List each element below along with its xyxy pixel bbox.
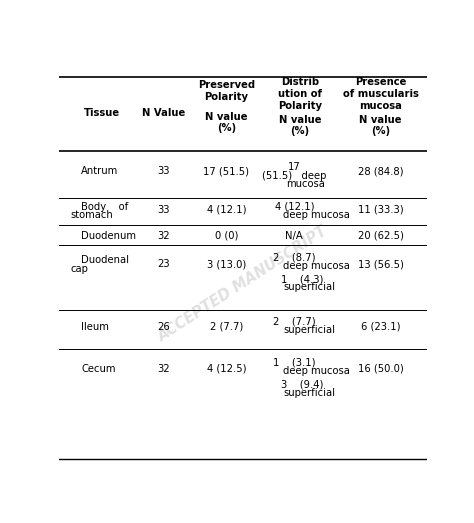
Text: 6 (23.1): 6 (23.1) bbox=[361, 322, 401, 332]
Text: (51.5)   deep: (51.5) deep bbox=[262, 172, 327, 181]
Text: 33: 33 bbox=[158, 166, 170, 176]
Text: N value: N value bbox=[205, 112, 247, 122]
Text: 4 (12.1): 4 (12.1) bbox=[274, 201, 314, 211]
Text: 26: 26 bbox=[157, 322, 170, 332]
Text: stomach: stomach bbox=[70, 210, 113, 220]
Text: superficial: superficial bbox=[283, 388, 335, 398]
Text: 11 (33.3): 11 (33.3) bbox=[358, 204, 403, 215]
Text: 17 (51.5): 17 (51.5) bbox=[203, 166, 249, 176]
Text: superficial: superficial bbox=[283, 325, 335, 335]
Text: 33: 33 bbox=[158, 204, 170, 215]
Text: deep mucosa: deep mucosa bbox=[283, 261, 350, 271]
Text: N/A: N/A bbox=[285, 231, 303, 241]
Text: Body    of: Body of bbox=[82, 201, 128, 211]
Text: N value: N value bbox=[359, 116, 402, 126]
Text: 3 (13.0): 3 (13.0) bbox=[207, 259, 246, 269]
Text: 28 (84.8): 28 (84.8) bbox=[358, 166, 403, 176]
Text: N value: N value bbox=[279, 116, 321, 126]
Text: Duodenum: Duodenum bbox=[82, 231, 137, 241]
Text: N Value: N Value bbox=[142, 108, 185, 118]
Text: 2    (8.7): 2 (8.7) bbox=[273, 253, 316, 263]
Text: 20 (62.5): 20 (62.5) bbox=[358, 231, 404, 241]
Text: Presence: Presence bbox=[355, 77, 406, 87]
Text: Ileum: Ileum bbox=[82, 322, 109, 332]
Text: Duodenal: Duodenal bbox=[82, 255, 129, 265]
Text: mucosa: mucosa bbox=[286, 179, 325, 189]
Text: Antrum: Antrum bbox=[82, 166, 118, 176]
Text: deep mucosa: deep mucosa bbox=[283, 366, 350, 376]
Text: 2    (7.7): 2 (7.7) bbox=[273, 316, 316, 326]
Text: (%): (%) bbox=[290, 126, 310, 136]
Text: 3    (9.4): 3 (9.4) bbox=[281, 380, 323, 390]
Text: Tissue: Tissue bbox=[83, 108, 119, 118]
Text: 32: 32 bbox=[158, 231, 170, 241]
Text: cap: cap bbox=[70, 264, 88, 274]
Text: ution of: ution of bbox=[278, 89, 322, 99]
Text: Polarity: Polarity bbox=[204, 92, 248, 102]
Text: of muscularis: of muscularis bbox=[343, 89, 419, 99]
Text: 4 (12.5): 4 (12.5) bbox=[207, 364, 246, 374]
Text: superficial: superficial bbox=[283, 282, 335, 292]
Text: 17: 17 bbox=[288, 163, 301, 173]
Text: 1    (4.3): 1 (4.3) bbox=[281, 274, 323, 284]
Text: 13 (56.5): 13 (56.5) bbox=[358, 259, 404, 269]
Text: 23: 23 bbox=[158, 259, 170, 269]
Text: 32: 32 bbox=[158, 364, 170, 374]
Text: Preserved: Preserved bbox=[198, 80, 255, 90]
Text: Distrib: Distrib bbox=[281, 77, 319, 87]
Text: (%): (%) bbox=[371, 126, 390, 136]
Text: 4 (12.1): 4 (12.1) bbox=[207, 204, 246, 215]
Text: Polarity: Polarity bbox=[278, 101, 322, 111]
Text: 0 (0): 0 (0) bbox=[215, 231, 238, 241]
Text: ACCEPTED MANUSCRIPT: ACCEPTED MANUSCRIPT bbox=[155, 224, 330, 345]
Text: 16 (50.0): 16 (50.0) bbox=[358, 364, 403, 374]
Text: deep mucosa: deep mucosa bbox=[283, 210, 350, 220]
Text: 2 (7.7): 2 (7.7) bbox=[210, 322, 243, 332]
Text: 1    (3.1): 1 (3.1) bbox=[273, 358, 316, 368]
Text: mucosa: mucosa bbox=[359, 101, 402, 111]
Text: Cecum: Cecum bbox=[82, 364, 116, 374]
Text: (%): (%) bbox=[217, 123, 236, 133]
